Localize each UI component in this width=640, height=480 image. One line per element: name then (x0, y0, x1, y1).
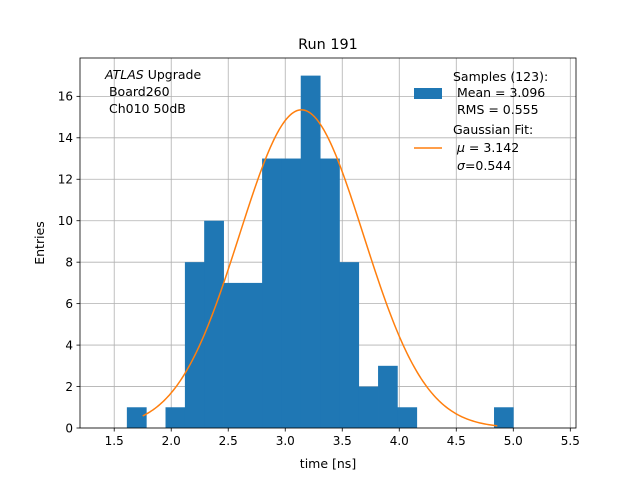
legend-fit-mu-symbol: μ (456, 140, 465, 155)
svg-text:ATLAS Upgrade: ATLAS Upgrade (104, 67, 201, 82)
upgrade-label: Upgrade (144, 67, 202, 82)
y-tick-label: 14 (58, 131, 73, 145)
legend-samples-rms: RMS = 0.555 (453, 102, 539, 117)
x-tick-label: 4.5 (447, 434, 466, 448)
legend-samples-mean: Mean = 3.096 (453, 85, 545, 100)
y-tick-label: 6 (65, 297, 73, 311)
histogram-bar (320, 158, 340, 428)
histogram-bars (126, 75, 514, 428)
board-label: Board260 (105, 84, 170, 99)
y-tick-label: 4 (65, 338, 73, 352)
y-tick-label: 0 (65, 421, 73, 435)
histogram-bar (300, 75, 321, 428)
plot-frame (79, 57, 577, 429)
x-tick-label: 2.5 (219, 434, 238, 448)
histogram-bar (378, 365, 398, 428)
x-tick-label: 5.5 (561, 434, 580, 448)
channel-label: Ch010 50dB (105, 101, 186, 116)
legend-fit-sigma-value: =0.544 (465, 158, 511, 173)
chart-title: Run 191 (298, 37, 358, 53)
legend-fit-sigma-symbol: σ (457, 158, 466, 173)
histogram-bar (262, 158, 282, 428)
legend-samples-swatch (414, 88, 442, 99)
y-axis-ticks: 0 2 4 6 8 10 12 14 16 (58, 90, 80, 435)
histogram-bar (242, 282, 263, 428)
x-tick-label: 3.0 (276, 434, 295, 448)
histogram-bar (397, 407, 418, 428)
histogram-bar (358, 386, 379, 428)
legend: Samples (123): Mean = 3.096 RMS = 0.555 … (414, 69, 548, 173)
svg-text:σ=0.544: σ=0.544 (457, 158, 511, 173)
gaussian-fit-curve (142, 109, 498, 427)
x-tick-label: 1.5 (105, 434, 124, 448)
legend-samples-title: Samples (123): (453, 69, 548, 84)
x-tick-label: 5.0 (504, 434, 523, 448)
y-tick-label: 16 (58, 90, 73, 104)
y-axis-label: Entries (32, 221, 47, 265)
y-tick-label: 12 (58, 173, 73, 187)
y-tick-label: 2 (65, 380, 73, 394)
legend-fit-mu-value: = 3.142 (465, 140, 519, 155)
x-tick-label: 2.0 (162, 434, 181, 448)
annotation-text: ATLAS Upgrade Board260 Ch010 50dB (104, 67, 201, 116)
histogram-bar (204, 220, 224, 428)
atlas-label: ATLAS (104, 67, 144, 82)
histogram-bar (339, 262, 360, 428)
y-tick-label: 8 (65, 255, 73, 269)
x-tick-label: 3.5 (333, 434, 352, 448)
histogram-bar (223, 282, 244, 428)
x-axis-ticks: 1.5 2.0 2.5 3.0 3.5 4.0 4.5 5.0 5.5 (105, 428, 580, 448)
svg-text:μ = 3.142: μ = 3.142 (456, 140, 519, 155)
y-tick-label: 10 (58, 214, 73, 228)
legend-fit-title: Gaussian Fit: (453, 122, 533, 137)
histogram-bar (165, 407, 186, 428)
histogram-bar (184, 262, 205, 428)
x-tick-label: 4.0 (390, 434, 409, 448)
histogram-bar (281, 158, 302, 428)
histogram-bar (126, 407, 147, 428)
histogram-bar (494, 407, 514, 428)
x-axis-label: time [ns] (300, 456, 356, 471)
